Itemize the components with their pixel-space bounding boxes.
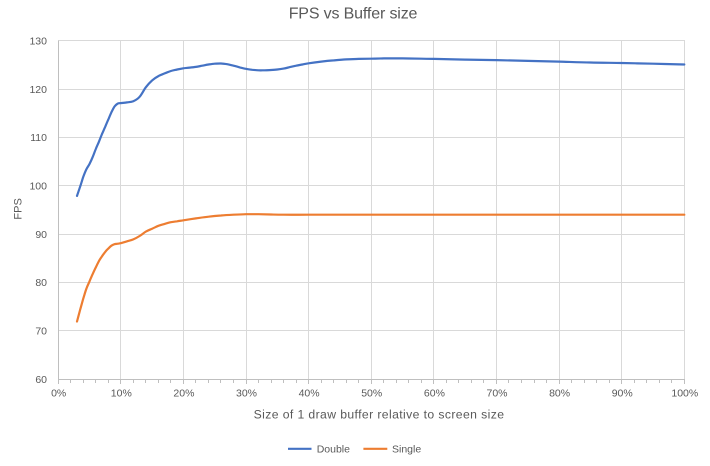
svg-text:FPS vs Buffer size: FPS vs Buffer size — [289, 6, 418, 23]
svg-text:30%: 30% — [236, 388, 257, 400]
svg-text:80%: 80% — [549, 388, 570, 400]
svg-text:Double: Double — [317, 443, 350, 455]
svg-text:90: 90 — [35, 229, 47, 241]
svg-text:90%: 90% — [612, 388, 633, 400]
svg-text:60: 60 — [35, 374, 47, 386]
svg-text:Single: Single — [392, 443, 421, 455]
svg-text:110: 110 — [30, 132, 47, 144]
svg-text:0%: 0% — [51, 388, 66, 400]
svg-text:100: 100 — [29, 181, 47, 193]
svg-text:120: 120 — [29, 84, 47, 96]
svg-text:20%: 20% — [173, 388, 194, 400]
svg-text:40%: 40% — [299, 388, 320, 400]
svg-text:50%: 50% — [361, 388, 382, 400]
svg-text:70%: 70% — [486, 388, 507, 400]
svg-text:10%: 10% — [111, 388, 132, 400]
svg-text:60%: 60% — [424, 388, 445, 400]
svg-text:FPS: FPS — [13, 198, 25, 219]
svg-text:80: 80 — [35, 277, 47, 289]
svg-text:130: 130 — [29, 36, 47, 48]
svg-text:70: 70 — [35, 326, 47, 338]
svg-text:Size of 1 draw buffer relative: Size of 1 draw buffer relative to screen… — [254, 408, 505, 422]
svg-text:100%: 100% — [671, 388, 698, 400]
